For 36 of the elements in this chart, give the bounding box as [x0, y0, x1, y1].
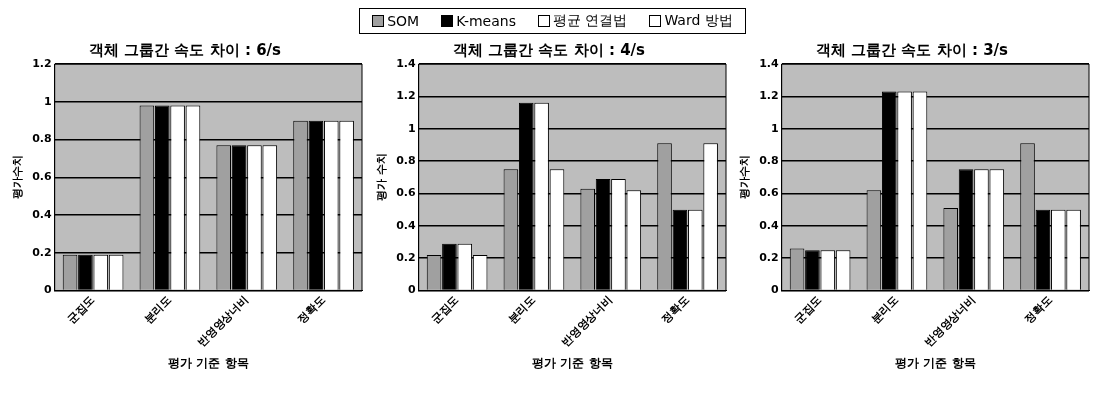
legend-label: SOM — [387, 13, 420, 29]
y-tick-label: 0.6 — [395, 186, 416, 200]
y-tick-label: 0.4 — [395, 218, 416, 232]
x-axis-title: 평가 기준 항목 — [168, 355, 249, 370]
y-tick-label: 0.4 — [759, 218, 780, 232]
chart-title: 객체 그룹간 속도 차이 : 4/s — [452, 40, 645, 59]
y-tick-label: 0.6 — [759, 186, 780, 200]
chart-title: 객체 그룹간 속도 차이 : 3/s — [816, 40, 1009, 59]
legend-label: 평균 연결법 — [552, 12, 628, 30]
y-tick-label: 0.2 — [32, 245, 52, 259]
legend-label: K-means — [456, 13, 516, 29]
y-tick-label: 1.4 — [759, 56, 780, 70]
y-tick-label: 0.8 — [395, 153, 416, 167]
chart-title: 객체 그룹간 속도 차이 : 6/s — [89, 40, 282, 59]
y-axis-title: 평가수치 — [11, 155, 25, 200]
y-tick-label: 1.4 — [395, 56, 416, 70]
y-tick-label: 0.8 — [759, 153, 779, 167]
y-axis-title: 평가 수치 — [374, 153, 388, 202]
y-tick-label: 0.4 — [32, 207, 53, 221]
y-tick-label: 0 — [771, 283, 780, 297]
x-axis-title: 평가 기준 항목 — [531, 355, 613, 370]
y-tick-label: 0 — [44, 283, 53, 297]
y-tick-label: 1.2 — [759, 89, 779, 103]
legend-label: Ward 방법 — [664, 12, 733, 30]
y-tick-label: 0.2 — [395, 251, 416, 265]
x-axis-title: 평가 기준 항목 — [895, 355, 976, 370]
y-tick-label: 0.8 — [32, 132, 52, 146]
y-tick-label: 0.6 — [32, 170, 53, 184]
y-tick-label: 1.2 — [32, 56, 52, 70]
y-tick-label: 1.2 — [395, 89, 416, 103]
y-tick-label: 1 — [771, 121, 779, 135]
y-tick-label: 1 — [44, 94, 52, 108]
y-tick-label: 1 — [407, 121, 416, 135]
y-axis-title: 평가수치 — [738, 155, 752, 200]
y-tick-label: 0 — [407, 283, 416, 297]
y-tick-label: 0.2 — [759, 251, 779, 265]
